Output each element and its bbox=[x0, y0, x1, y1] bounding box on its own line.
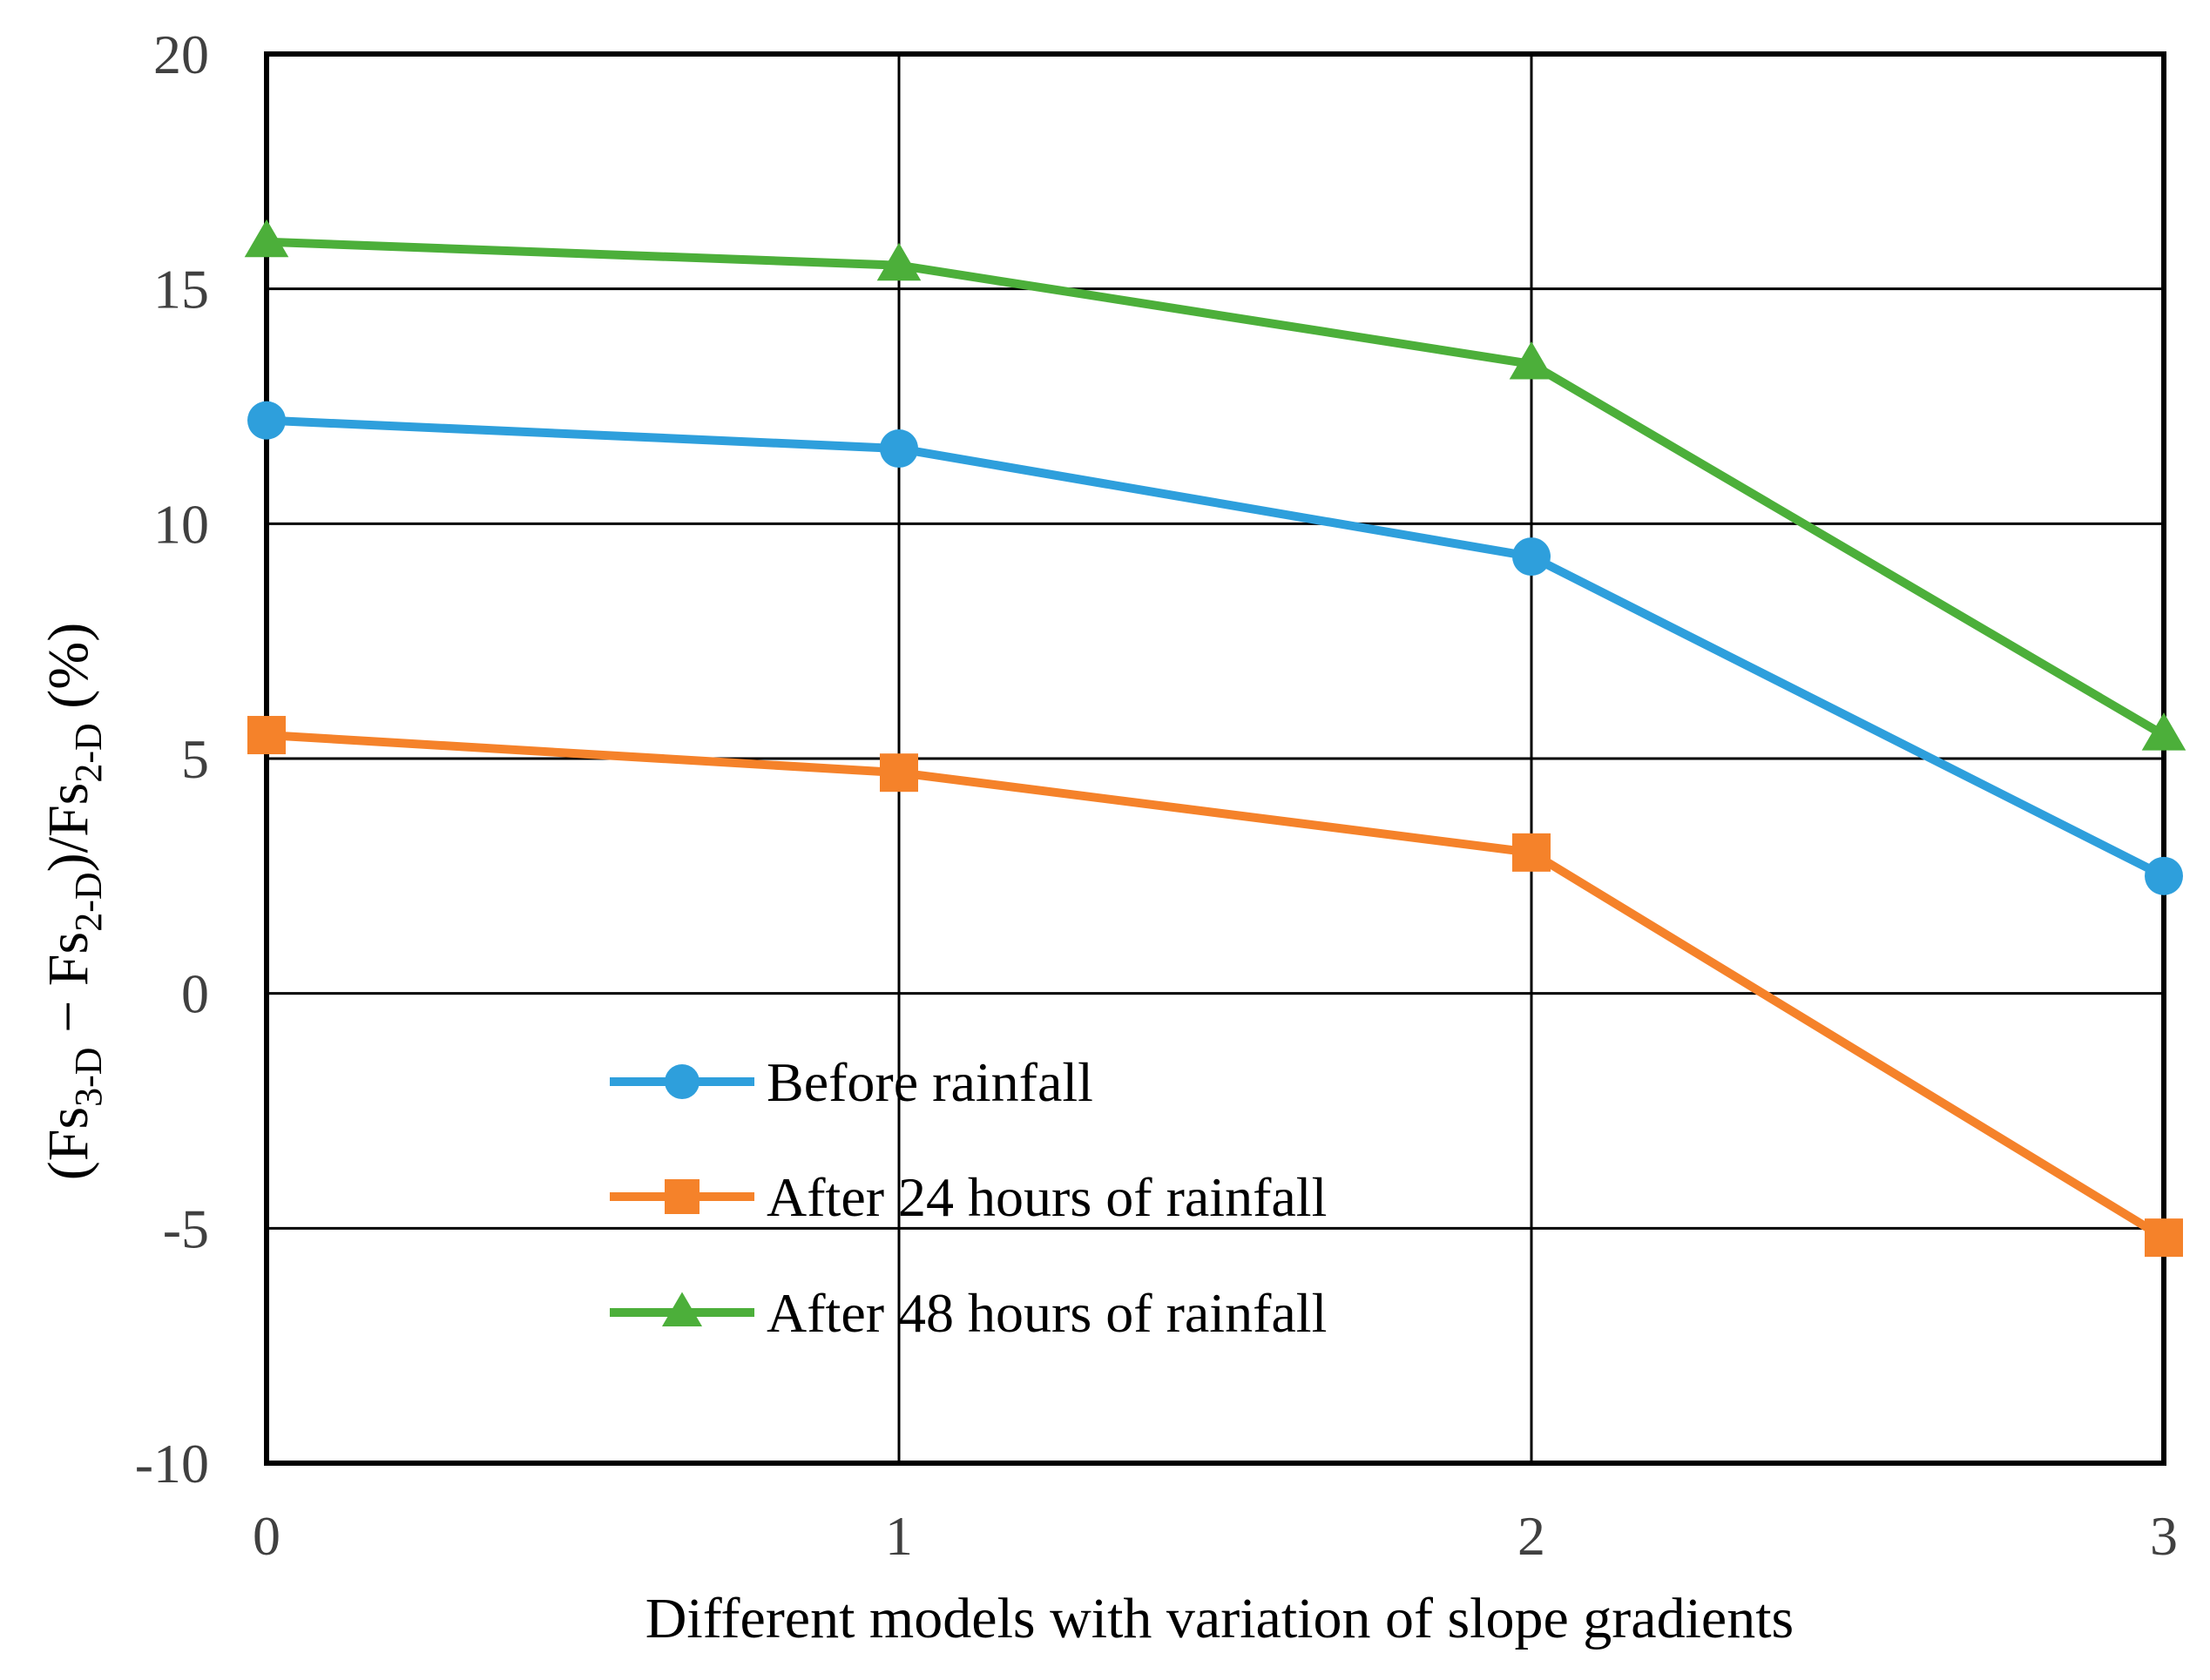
data-point bbox=[665, 1064, 699, 1099]
y-label-part-4: (%) bbox=[37, 623, 100, 723]
series-line bbox=[266, 731, 2166, 1242]
legend-label: After 48 hours of rainfall bbox=[767, 1282, 1327, 1344]
data-point bbox=[880, 753, 918, 793]
data-point bbox=[1512, 537, 1551, 577]
data-point bbox=[244, 219, 289, 258]
x-tick-label: 0 bbox=[253, 1505, 280, 1567]
x-tick-label: 1 bbox=[885, 1505, 913, 1567]
y-tick-label: 10 bbox=[153, 493, 209, 555]
data-point bbox=[2141, 712, 2186, 751]
plot-border bbox=[264, 51, 2166, 1466]
series-group bbox=[244, 219, 2186, 751]
legend: Before rainfall After 24 hours of rainfal… bbox=[610, 1051, 1327, 1344]
data-point bbox=[1509, 341, 1554, 380]
legend-entry: Before rainfall bbox=[610, 1051, 1093, 1113]
series-group bbox=[247, 401, 2183, 895]
y-tick-label: 5 bbox=[181, 728, 209, 790]
data-point bbox=[247, 716, 286, 755]
y-label-part-1: (Fs bbox=[37, 1107, 100, 1180]
data-point bbox=[880, 429, 918, 469]
x-axis-label: Different models with variation of slope… bbox=[645, 1587, 1794, 1650]
data-point bbox=[2145, 1218, 2183, 1258]
y-tick-label: 15 bbox=[153, 259, 209, 320]
data-point bbox=[662, 1292, 702, 1326]
y-tick-label: -5 bbox=[163, 1198, 209, 1259]
data-point bbox=[1512, 833, 1551, 872]
data-series bbox=[244, 219, 2186, 1258]
series-group bbox=[247, 716, 2183, 1258]
y-label-part-2: − Fs bbox=[37, 932, 100, 1048]
legend-entry: After 48 hours of rainfall bbox=[610, 1282, 1327, 1344]
series-line bbox=[266, 415, 2166, 880]
legend-entry: After 24 hours of rainfall bbox=[610, 1166, 1327, 1228]
series-line bbox=[266, 237, 2166, 739]
data-point bbox=[247, 401, 286, 440]
x-tick-label: 3 bbox=[2150, 1505, 2178, 1567]
y-label-sub-1: 3-D bbox=[67, 1047, 110, 1106]
y-label-part-3: )/Fs bbox=[37, 783, 100, 873]
axes: -10 -5 0 5 10 15 20 0 1 2 3 bbox=[135, 24, 2178, 1567]
y-tick-label: -10 bbox=[135, 1433, 209, 1494]
data-point bbox=[665, 1179, 699, 1214]
y-label-sub-3: 2-D bbox=[67, 723, 110, 782]
legend-label: Before rainfall bbox=[767, 1051, 1093, 1113]
y-label-sub-2: 2-D bbox=[67, 872, 110, 931]
data-point bbox=[2145, 856, 2183, 895]
y-tick-label: 20 bbox=[153, 24, 209, 85]
y-tick-label: 0 bbox=[181, 963, 209, 1025]
x-tick-label: 2 bbox=[1517, 1505, 1545, 1567]
y-axis-label: (Fs3-D − Fs2-D)/Fs2-D (%) bbox=[37, 623, 110, 1180]
data-point bbox=[876, 242, 922, 281]
legend-label: After 24 hours of rainfall bbox=[767, 1166, 1327, 1228]
